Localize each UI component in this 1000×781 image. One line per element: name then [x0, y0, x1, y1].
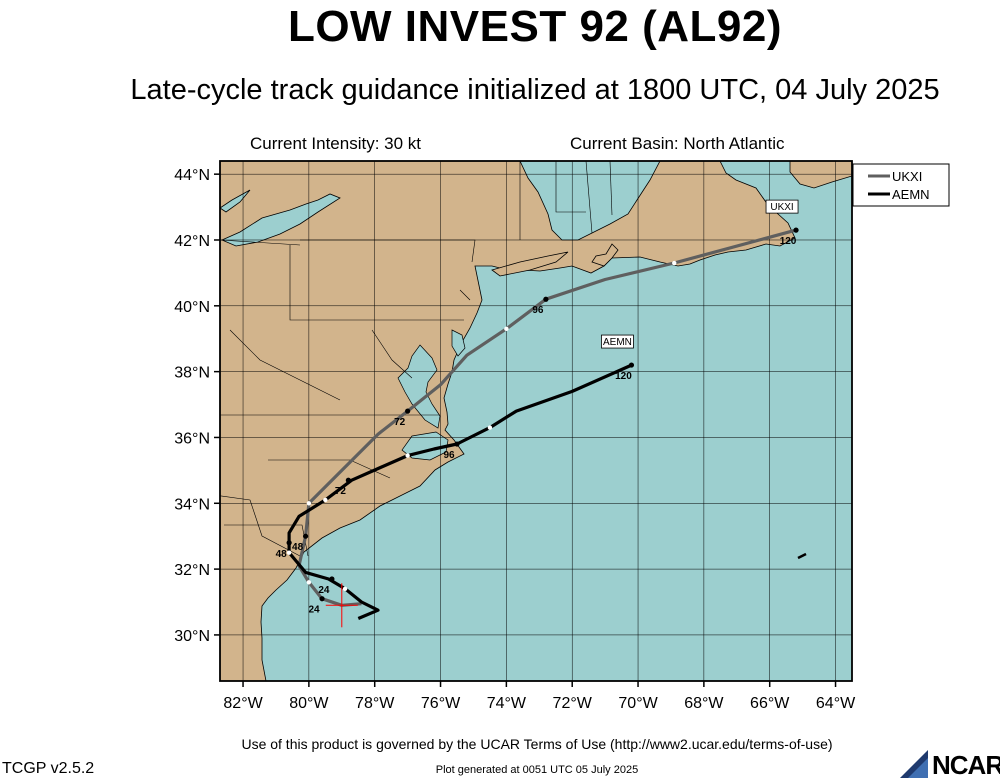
- hour-marker-aemn: [628, 362, 635, 368]
- end-label-ukxi: UKXI: [770, 202, 793, 213]
- hour-marker-aemn: [286, 540, 292, 546]
- hour-marker-ukxi: [302, 533, 309, 539]
- hour-label-ukxi: 72: [394, 417, 406, 428]
- track-point-aemn: [487, 425, 493, 430]
- current-basin-label: Current Basin: North Atlantic: [570, 134, 785, 153]
- lake-erie: [220, 189, 251, 213]
- version-label: TCGP v2.5.2: [2, 760, 95, 777]
- hour-marker-aemn: [454, 441, 460, 447]
- hour-marker-ukxi: [405, 408, 411, 414]
- track-point-ukxi: [306, 580, 312, 585]
- hour-label-aemn: 72: [335, 486, 347, 497]
- lon-tick-label: 76°W: [421, 695, 461, 712]
- ncar-logo-text: NCAR: [932, 750, 1000, 780]
- hour-label-aemn: 96: [443, 450, 455, 461]
- track-point-aemn: [323, 497, 328, 503]
- lon-tick-label: 74°W: [487, 695, 527, 712]
- ncar-logo-icon: [900, 750, 928, 778]
- hour-label-aemn: 24: [318, 585, 330, 596]
- track-point-ukxi: [672, 260, 677, 266]
- lon-tick-label: 64°W: [816, 695, 856, 712]
- cape-cod: [591, 243, 619, 267]
- map-axes: 30°N 32°N 34°N 36°N 38°N 40°N 42°N 44°N 82°W 80°W…: [174, 167, 856, 712]
- hour-marker-aemn: [329, 576, 335, 582]
- legend-label-ukxi: UKXI: [892, 169, 922, 184]
- lat-tick-label: 34°N: [174, 496, 210, 513]
- land-mass: [220, 161, 796, 681]
- end-label-box-aemn: [601, 334, 634, 349]
- generated-time-text: Plot generated at 0051 UTC 05 July 2025: [435, 764, 639, 776]
- lon-tick-label: 68°W: [684, 695, 724, 712]
- hour-marker-ukxi: [543, 296, 549, 302]
- legend-label-aemn: AEMN: [892, 187, 930, 202]
- hour-label-ukxi: 48: [292, 542, 304, 553]
- lon-tick-label: 78°W: [355, 695, 395, 712]
- lon-tick-label: 70°W: [618, 695, 658, 712]
- lat-tick-label: 42°N: [174, 233, 210, 250]
- chart-title: LOW INVEST 92 (AL92): [287, 2, 783, 51]
- terms-of-use-text: Use of this product is governed by the U…: [241, 736, 833, 752]
- track-point-ukxi: [504, 326, 509, 332]
- lat-tick-label: 36°N: [174, 430, 210, 447]
- current-intensity-label: Current Intensity: 30 kt: [250, 134, 422, 153]
- lat-tick-label: 44°N: [174, 167, 210, 184]
- track-point-aemn: [342, 586, 348, 592]
- track-point-aemn: [405, 453, 410, 458]
- hour-marker-aemn: [345, 477, 351, 483]
- lon-tick-label: 82°W: [223, 695, 263, 712]
- legend: UKXI AEMN: [852, 163, 950, 207]
- storm-position-marker: [325, 583, 358, 628]
- lat-tick-label: 38°N: [174, 365, 210, 382]
- hour-marker-ukxi: [793, 227, 799, 233]
- lake-ontario: [221, 193, 341, 247]
- hour-label-aemn: 48: [276, 549, 288, 560]
- map-frame: [219, 160, 853, 682]
- hour-marker-ukxi: [319, 596, 325, 602]
- lon-tick-label: 66°W: [750, 695, 790, 712]
- end-label-box-ukxi: [765, 199, 799, 214]
- long-island: [491, 251, 569, 277]
- lat-tick-label: 30°N: [174, 628, 210, 645]
- map-gridlines: [220, 161, 852, 681]
- end-label-aemn: AEMN: [603, 337, 632, 348]
- lat-tick-label: 40°N: [174, 299, 210, 316]
- hour-label-ukxi: 120: [780, 236, 797, 247]
- ncar-logo: NCAR: [898, 748, 1000, 780]
- lon-tick-label: 72°W: [553, 695, 593, 712]
- forecast-tracks: 24 48 72 96 120 UKXI 24 48 72 96 120 AEMN: [276, 199, 799, 620]
- lat-tick-label: 32°N: [174, 562, 210, 579]
- track-point-aemn: [286, 550, 292, 555]
- chart-subtitle: Late-cycle track guidance initialized at…: [130, 74, 940, 106]
- hour-label-ukxi: 24: [308, 605, 320, 616]
- hour-label-ukxi: 96: [532, 305, 544, 316]
- track-line-ukxi: [297, 228, 797, 607]
- track-point-ukxi: [306, 501, 312, 506]
- delaware-bay: [451, 329, 466, 357]
- bermuda-island: [797, 552, 807, 560]
- lon-tick-label: 80°W: [289, 695, 329, 712]
- hour-label-aemn: 120: [615, 371, 632, 382]
